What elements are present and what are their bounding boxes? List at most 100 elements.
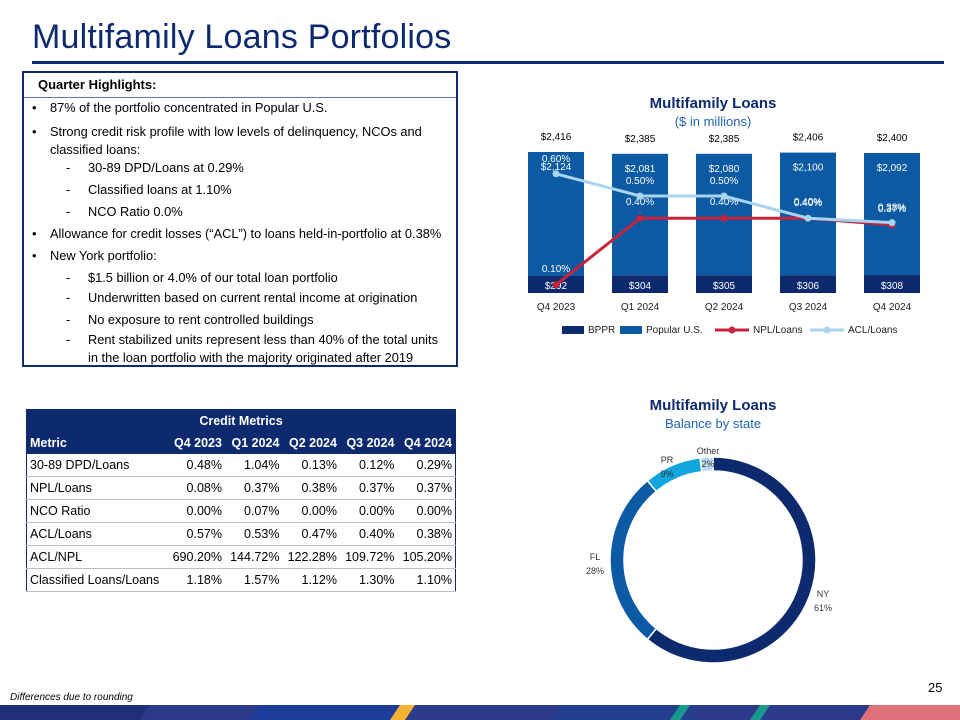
acl-loans-point bbox=[888, 219, 896, 227]
highlight-text: NCO Ratio 0.0% bbox=[88, 204, 183, 219]
bppr-value-label: $304 bbox=[629, 281, 652, 292]
slice-label: FL bbox=[590, 552, 601, 562]
metric-value-cell: 105.20% bbox=[397, 545, 456, 569]
highlight-text: No exposure to rent controlled buildings bbox=[88, 312, 314, 327]
bullet-marker: - bbox=[66, 204, 71, 219]
npl-loans-label: 0.40% bbox=[794, 197, 822, 208]
metric-value-cell: 0.13% bbox=[282, 454, 340, 477]
metric-value-cell: 0.38% bbox=[282, 476, 340, 500]
bullet-marker: - bbox=[66, 182, 71, 197]
credit-metrics-caption: Credit Metrics bbox=[26, 409, 456, 432]
table-row: NPL/Loans 0.08% 0.37% 0.38% 0.37% 0.37% bbox=[26, 476, 456, 500]
metric-name-cell: NPL/Loans bbox=[26, 476, 168, 500]
acl-loans-point bbox=[804, 214, 812, 222]
bar-popular-us bbox=[612, 153, 668, 276]
highlight-text: Classified loans at 1.10% bbox=[88, 182, 232, 197]
credit-metrics-header-row: Metric Q4 2023 Q1 2024 Q2 2024 Q3 2024 Q4 202… bbox=[26, 432, 456, 454]
total-value-label: $2,385 bbox=[625, 134, 656, 145]
bullet-marker: • bbox=[32, 248, 37, 263]
metric-value-cell: 109.72% bbox=[339, 545, 398, 569]
popular-us-value-label: $2,100 bbox=[793, 163, 824, 174]
highlight-text: 30-89 DPD/Loans at 0.29% bbox=[88, 160, 244, 175]
legend-swatch bbox=[620, 326, 642, 334]
total-value-label: $2,400 bbox=[877, 133, 908, 144]
metric-name-cell: 30-89 DPD/Loans bbox=[26, 454, 168, 477]
column-header: Q4 2023 bbox=[167, 432, 225, 454]
highlight-text: 87% of the portfolio concentrated in Pop… bbox=[50, 100, 328, 115]
donut-slice-pr bbox=[646, 456, 703, 493]
metric-name-cell: Classified Loans/Loans bbox=[26, 568, 168, 592]
metric-value-cell: 1.10% bbox=[397, 568, 456, 592]
legend-label: Popular U.S. bbox=[646, 325, 703, 336]
table-row: ACL/Loans 0.57% 0.53% 0.47% 0.40% 0.38% bbox=[26, 522, 456, 546]
bar-popular-us bbox=[696, 153, 752, 276]
npl-loans-point bbox=[720, 214, 728, 222]
acl-loans-label: 0.50% bbox=[710, 176, 738, 187]
popular-us-value-label: $2,081 bbox=[625, 164, 656, 175]
legend-marker bbox=[728, 326, 736, 334]
metric-value-cell: 0.37% bbox=[224, 476, 283, 500]
slice-percent: 2% bbox=[701, 459, 714, 469]
table-row: Classified Loans/Loans 1.18% 1.57% 1.12% 1.3… bbox=[26, 568, 456, 592]
metric-value-cell: 0.37% bbox=[397, 476, 456, 500]
popular-us-value-label: $2,092 bbox=[877, 163, 908, 174]
legend-label: NPL/Loans bbox=[753, 325, 802, 336]
slice-percent: 61% bbox=[814, 603, 832, 613]
bullet-marker: - bbox=[66, 160, 71, 175]
slice-label: PR bbox=[661, 455, 674, 465]
metric-value-cell: 1.57% bbox=[224, 568, 283, 592]
bar-popular-us bbox=[864, 152, 920, 276]
bullet-marker: - bbox=[66, 312, 71, 327]
legend-swatch bbox=[562, 326, 584, 334]
bppr-value-label: $306 bbox=[797, 281, 820, 292]
slice-label: Other bbox=[697, 446, 720, 456]
metric-value-cell: 1.04% bbox=[224, 454, 283, 477]
x-tick-label: Q4 2023 bbox=[537, 302, 576, 313]
bullet-marker: • bbox=[32, 100, 37, 115]
highlight-text: $1.5 billion or 4.0% of our total loan p… bbox=[88, 270, 338, 285]
metric-name-cell: ACL/NPL bbox=[26, 545, 168, 569]
highlights-heading: Quarter Highlights: bbox=[38, 77, 157, 92]
bppr-value-label: $308 bbox=[881, 281, 904, 292]
bppr-value-label: $305 bbox=[713, 281, 736, 292]
metric-value-cell: 0.37% bbox=[339, 476, 398, 500]
npl-loans-point bbox=[636, 214, 644, 222]
credit-metrics-body: 30-89 DPD/Loans 0.48% 1.04% 0.13% 0.12% 0.29%… bbox=[26, 454, 456, 592]
column-header: Q4 2024 bbox=[397, 432, 456, 454]
legend-label: BPPR bbox=[588, 325, 615, 336]
npl-loans-label: 0.40% bbox=[710, 197, 738, 208]
legend-label: ACL/Loans bbox=[848, 325, 897, 336]
metric-value-cell: 0.38% bbox=[397, 522, 456, 546]
metric-value-cell: 1.18% bbox=[167, 568, 225, 592]
highlights-divider bbox=[24, 97, 456, 98]
metric-value-cell: 1.30% bbox=[339, 568, 398, 592]
donut-slice-other bbox=[699, 456, 714, 473]
bullet-marker: • bbox=[32, 124, 37, 139]
bar-bppr bbox=[696, 275, 752, 293]
bullet-marker: - bbox=[66, 270, 71, 285]
x-tick-label: Q2 2024 bbox=[705, 302, 744, 313]
bar-bppr bbox=[864, 275, 920, 293]
popular-us-value-label: $2,124 bbox=[541, 162, 572, 173]
slice-label: NY bbox=[817, 589, 830, 599]
highlight-text: Allowance for credit losses (“ACL”) to l… bbox=[50, 226, 442, 241]
bar-chart-subtitle: ($ in millions) bbox=[674, 114, 752, 129]
acl-loans-label: 0.50% bbox=[626, 176, 654, 187]
npl-loans-label: 0.37% bbox=[878, 204, 906, 215]
total-value-label: $2,416 bbox=[541, 132, 572, 143]
balance-by-state-donut-chart: NY 61% FL 28% PR 9% Other 2% bbox=[586, 446, 832, 664]
donut-chart-title: Multifamily Loans bbox=[649, 397, 777, 414]
bar-bppr bbox=[612, 275, 668, 293]
footnote: Differences due to rounding bbox=[10, 692, 133, 703]
metric-value-cell: 0.00% bbox=[339, 499, 398, 523]
metric-value-cell: 0.12% bbox=[339, 454, 398, 477]
x-tick-label: Q1 2024 bbox=[621, 302, 660, 313]
npl-loans-point bbox=[552, 281, 560, 289]
highlight-text: Rent stabilized units represent less tha… bbox=[88, 332, 438, 365]
metric-value-cell: 0.07% bbox=[224, 499, 283, 523]
bullet-marker: - bbox=[66, 332, 71, 347]
legend-marker bbox=[823, 326, 831, 334]
footer-decoration-bar bbox=[0, 705, 960, 720]
metric-value-cell: 144.72% bbox=[224, 545, 283, 569]
